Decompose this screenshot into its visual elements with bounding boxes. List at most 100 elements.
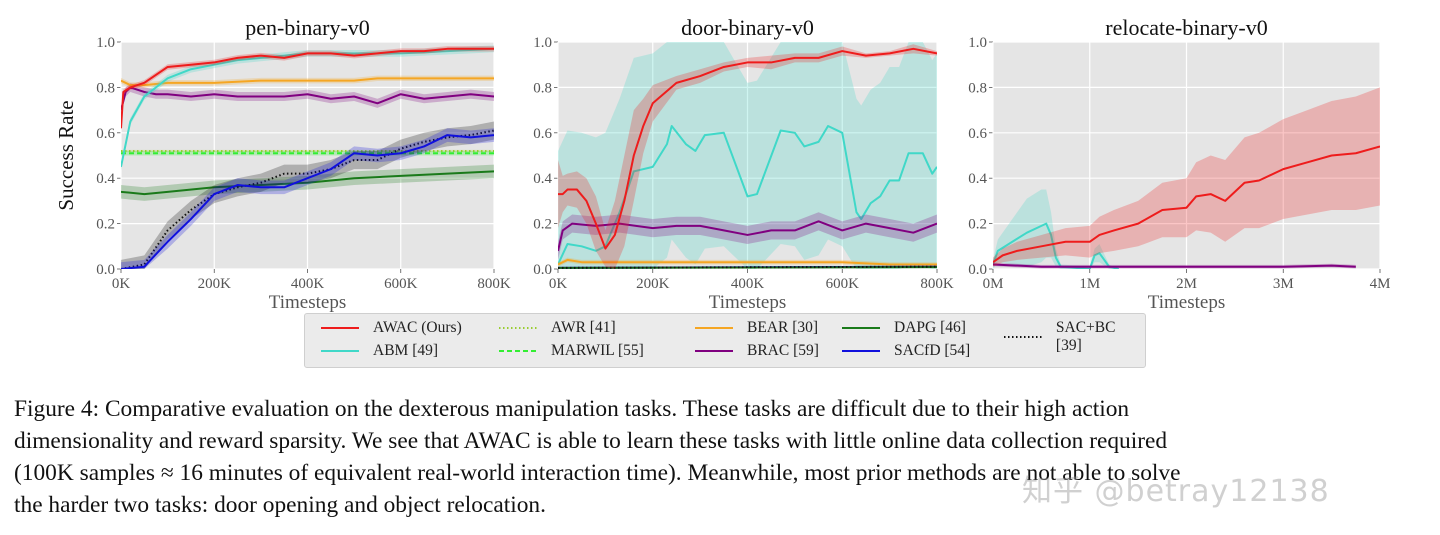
series-line-ABM [49] (558, 124, 937, 265)
legend-item: AWAC (Ours) (319, 319, 462, 337)
x-tick-label: 1M (1079, 276, 1100, 292)
y-tick-label: 0.6 (968, 126, 987, 142)
legend-label: BRAC [59] (747, 342, 819, 359)
y-tick-label: 1.0 (968, 35, 987, 51)
legend-label: ABM [49] (373, 342, 439, 359)
legend-label: SACfD [54] (894, 342, 971, 359)
y-tick-label: 0.4 (968, 171, 987, 187)
legend-swatch (499, 350, 537, 352)
confidence-band-SACfD [54] (121, 128, 494, 269)
chart-title: door-binary-v0 (681, 15, 814, 40)
legend-swatch (499, 327, 537, 329)
legend-swatch (321, 350, 359, 352)
figure: 0.0 0.2 0.4 0.6 0.8 1.0 0K 200K 400K 600K 800K pen-… (54, 15, 1390, 313)
caption-line: the harder two tasks: door opening and o… (14, 492, 546, 518)
x-tick-label: 0M (983, 276, 1004, 292)
y-tick-label: 0.0 (968, 262, 987, 278)
y-tick-label: 0.2 (96, 217, 115, 233)
y-tick-label: 0.0 (96, 262, 115, 278)
legend-swatch (842, 350, 880, 352)
x-tick-label: 3M (1273, 276, 1294, 292)
legend-item: ABM [49] (319, 342, 438, 360)
y-tick-label: 1.0 (533, 35, 552, 51)
series-line-BRAC [59] (558, 220, 937, 252)
legend-item: BRAC [59] (693, 342, 819, 360)
confidence-band-AWAC (Ours) (558, 44, 937, 269)
y-tick-label: 0.8 (533, 80, 552, 96)
legend-item: MARWIL [55] (497, 342, 644, 360)
series-line-BEAR [30] (121, 77, 494, 87)
x-tick-label: 400K (291, 276, 325, 292)
confidence-band-BRAC [59] (558, 212, 937, 260)
y-axis-label: Success Rate (54, 100, 78, 210)
y-tick-label: 0.4 (533, 171, 552, 187)
series-line-BRAC [59] (993, 263, 1356, 268)
legend-label: BEAR [30] (747, 319, 819, 336)
x-tick-label: 200K (636, 276, 670, 292)
chart-title: pen-binary-v0 (245, 15, 370, 40)
series-line-ABM [49] (993, 222, 1120, 269)
caption-line: dimensionality and reward sparsity. We s… (14, 428, 1168, 454)
legend-swatch (1004, 336, 1042, 338)
legend-item: AWR [41] (497, 319, 616, 337)
panel-relocate-binary-v0: 0.0 0.2 0.4 0.6 0.8 1.0 0M 1M 2M 3M 4M relocate-bin… (968, 15, 1390, 313)
legend-label: AWR [41] (551, 319, 616, 336)
x-tick-label: 4M (1370, 276, 1391, 292)
legend-label: AWAC (Ours) (373, 319, 462, 336)
x-tick-label: 200K (198, 276, 232, 292)
legend: AWAC (Ours) AWR [41] BEAR [30] DAPG [46] SAC… (304, 313, 1146, 368)
legend-swatch (842, 327, 880, 329)
chart-title: relocate-binary-v0 (1105, 15, 1267, 40)
legend-label: SAC+BC [39] (1055, 319, 1116, 354)
series-group (558, 42, 937, 269)
x-axis-label: Timesteps (269, 292, 346, 313)
x-tick-label: 400K (731, 276, 765, 292)
series-line-BEAR [30] (558, 258, 937, 266)
legend-swatch (695, 327, 733, 329)
y-tick-label: 0.2 (533, 217, 552, 233)
x-tick-label: 0K (549, 276, 568, 292)
series-group (121, 45, 494, 269)
series-group (993, 87, 1380, 269)
legend-item: DAPG [46] (840, 319, 966, 337)
legend-item: SAC+BC [39] (1002, 319, 1145, 355)
panel-pen-binary-v0: 0.0 0.2 0.4 0.6 0.8 1.0 0K 200K 400K 600K 800K pen-… (54, 15, 511, 313)
series-line-AWAC (Ours) (558, 47, 937, 250)
legend-item: SACfD [54] (840, 342, 970, 360)
y-tick-label: 0.0 (533, 262, 552, 278)
confidence-band-BRAC [59] (121, 82, 494, 115)
caption-line: (100K samples ≈ 16 minutes of equivalent… (14, 460, 1181, 486)
series-line-ABM [49] (121, 47, 494, 168)
series-line-BRAC [59] (121, 86, 494, 111)
legend-swatch (695, 350, 733, 352)
series-line-DAPG [46] (558, 266, 937, 269)
confidence-band-ABM [49] (558, 42, 937, 269)
series-line-AWAC (Ours) (993, 145, 1380, 264)
y-tick-label: 0.6 (533, 126, 552, 142)
y-tick-label: 1.0 (96, 35, 115, 51)
y-tick-label: 0.8 (96, 80, 115, 96)
legend-swatch (321, 327, 359, 329)
y-tick-label: 0.4 (96, 171, 115, 187)
x-tick-label: 800K (920, 276, 954, 292)
legend-label: MARWIL [55] (551, 342, 644, 359)
figure-caption: Figure 4: Comparative evaluation on the … (14, 393, 1434, 521)
series-line-AWAC (Ours) (121, 47, 494, 129)
y-tick-label: 0.2 (968, 217, 987, 233)
legend-label: DAPG [46] (894, 319, 966, 336)
series-line-SAC+BC [39] (121, 129, 494, 269)
x-axis-label: Timesteps (709, 292, 786, 313)
confidence-band-AWAC (Ours) (993, 87, 1380, 267)
legend-item: BEAR [30] (693, 319, 818, 337)
x-tick-label: 600K (826, 276, 860, 292)
x-tick-label: 600K (384, 276, 418, 292)
panel-door-binary-v0: 0.0 0.2 0.4 0.6 0.8 1.0 0K 200K 400K 600K 800K door… (533, 15, 954, 313)
y-tick-label: 0.8 (968, 80, 987, 96)
y-tick-label: 0.6 (96, 126, 115, 142)
x-tick-label: 800K (477, 276, 511, 292)
series-line-SACfD [54] (121, 134, 494, 269)
caption-line: Figure 4: Comparative evaluation on the … (14, 396, 1130, 422)
x-tick-label: 0K (112, 276, 131, 292)
x-tick-label: 2M (1176, 276, 1197, 292)
x-axis-label: Timesteps (1148, 292, 1225, 313)
